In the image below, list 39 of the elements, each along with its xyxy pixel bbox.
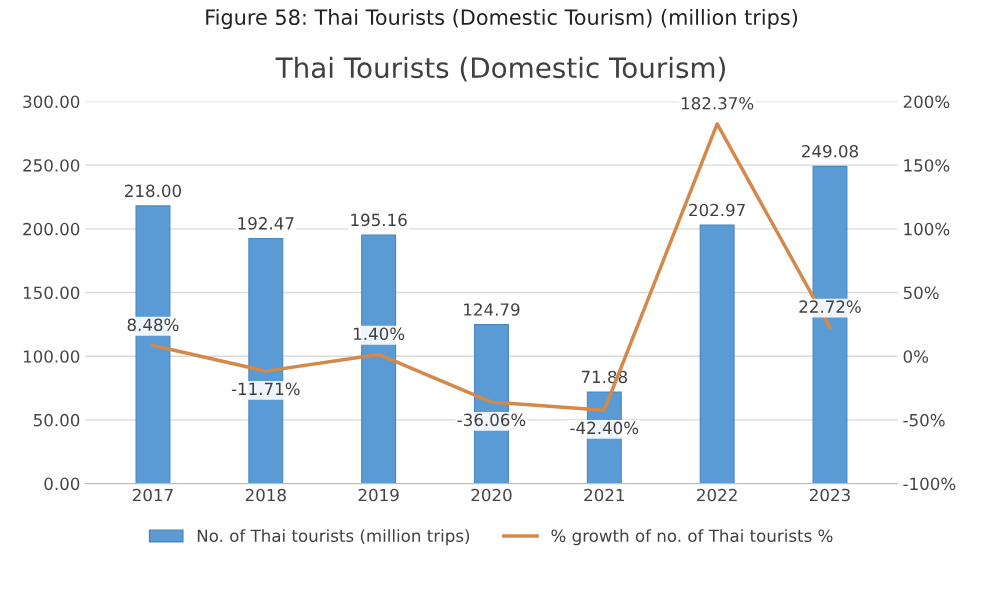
y2-tick-label: 150% (904, 159, 950, 172)
x-tick-label: 2023 (810, 488, 850, 502)
y2-tick-label: -50% (903, 413, 945, 427)
y-tick-label: 300.00 (23, 95, 80, 109)
x-tick-label: 2022 (697, 488, 737, 502)
bar (699, 224, 735, 484)
data-label: 192.47 (238, 217, 294, 230)
data-label: 1.40% (353, 327, 405, 341)
x-tick-label: 2019 (358, 488, 399, 502)
y2-tick-label: 200% (903, 95, 950, 109)
x-tick-label: 2021 (584, 488, 624, 502)
y-tick-label: 100.00 (23, 350, 80, 363)
data-label: -36.06% (457, 413, 526, 427)
data-label: 218.00 (125, 184, 182, 198)
y2-tick-label: 50% (903, 286, 939, 300)
y2-tick-label: 0% (903, 350, 929, 363)
y2-tick-label: 100% (904, 222, 950, 236)
data-label: 202.97 (689, 203, 745, 217)
legend-label: No. of Thai tourists (million trips) (197, 529, 470, 546)
data-label: 124.79 (464, 303, 520, 316)
legend-label: % growth of no. of Thai tourists % (551, 529, 833, 546)
data-label: 22.72% (799, 300, 861, 313)
y-tick-label: 150.00 (23, 286, 80, 300)
data-label: -42.40% (570, 421, 639, 435)
y-tick-label: 200.00 (23, 222, 80, 236)
x-tick-label: 2017 (132, 488, 173, 502)
chart-title: Thai Tourists (Domestic Tourism) (275, 56, 725, 82)
y-tick-label: 50.00 (33, 413, 80, 427)
y2-tick-label: -100% (903, 477, 956, 491)
caption: Figure 58: Thai Tourists (Domestic Tourism) (million trips) (206, 8, 798, 30)
x-tick-label: 2020 (471, 488, 512, 502)
data-label: 195.16 (351, 213, 407, 227)
y-tick-label: 250.00 (23, 159, 80, 172)
data-label: 249.08 (802, 144, 858, 158)
y-tick-label: 0.00 (44, 477, 80, 491)
data-label: 182.37% (681, 97, 754, 110)
data-label: 8.48% (127, 318, 179, 332)
x-tick-label: 2018 (245, 488, 286, 502)
data-label: -11.71% (231, 382, 300, 396)
